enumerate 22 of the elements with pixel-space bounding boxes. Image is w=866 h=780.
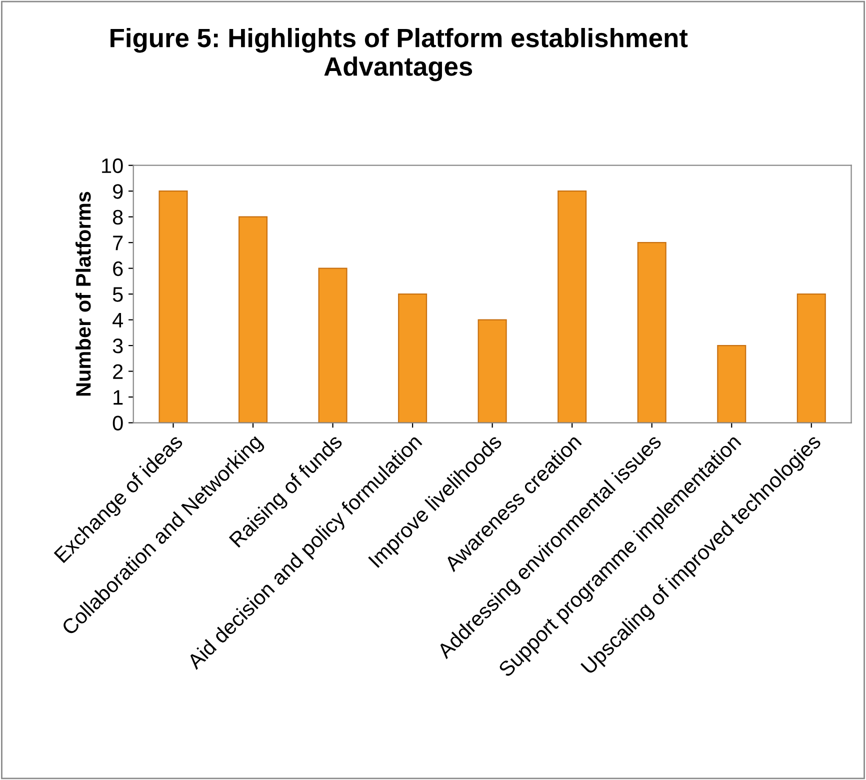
bar [318,268,348,423]
bar [238,216,268,423]
y-tick-label: 8 [112,210,123,225]
y-tick-label: 0 [112,416,123,431]
chart-title: Figure 5: Highlights of Platform establishment Advantages [110,28,688,82]
bar [478,319,507,423]
bar [717,344,746,423]
y-tick-label: 7 [113,236,123,250]
y-tick-label: 1 [114,390,123,405]
y-tick-label: 10 [102,158,123,174]
y-tick-label: 3 [112,338,123,354]
bar [637,242,666,423]
y-tick-label: 4 [112,313,124,328]
y-tick-label: 6 [113,261,123,276]
bar [158,190,188,423]
y-axis-title: Number of Platforms [75,192,91,396]
bar [398,294,428,423]
y-tick-label: 9 [113,184,123,199]
bar [796,294,826,423]
y-tick-label: 2 [113,364,123,379]
bar [558,190,587,423]
y-tick-label: 5 [112,287,123,302]
